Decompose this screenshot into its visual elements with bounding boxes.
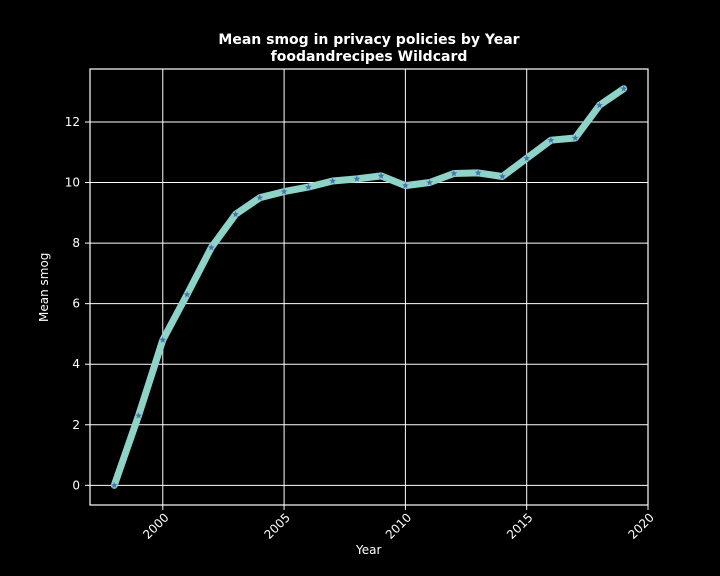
data-point [499, 172, 506, 180]
data-point [232, 210, 239, 218]
plot-frame [89, 68, 649, 506]
data-point [571, 134, 579, 141]
data-point [523, 154, 531, 162]
x-tick-label: 2020 [625, 510, 656, 541]
data-point [329, 177, 337, 184]
data-point [426, 178, 434, 186]
chart-title: Mean smog in privacy policies by Year [218, 32, 520, 48]
data-point [474, 169, 482, 176]
x-axis-label: Year [356, 543, 382, 557]
x-tick-label: 2000 [140, 510, 171, 541]
x-ticks: 2000 2005 2010 2015 2020 [140, 505, 657, 542]
y-tick-label: 2 [72, 418, 80, 432]
y-tick-label: 0 [72, 478, 80, 492]
y-tick-label: 8 [72, 236, 80, 250]
series-layer [110, 85, 628, 489]
y-tick-label: 10 [65, 176, 80, 190]
data-point [547, 136, 555, 144]
y-tick-label: 6 [72, 297, 80, 311]
y-axis-label: Mean smog [37, 252, 51, 322]
data-point [183, 290, 191, 298]
data-point [620, 85, 628, 92]
y-tick-label: 12 [65, 115, 80, 129]
y-ticks: 0 2 4 6 8 10 12 [65, 115, 90, 492]
series-line [110, 85, 628, 489]
data-point [304, 183, 312, 190]
data-point [207, 244, 215, 251]
data-point [256, 194, 264, 201]
grid-lines [90, 69, 649, 505]
chart-subtitle: foodandrecipes Wildcard [270, 49, 468, 65]
data-point [353, 175, 361, 182]
data-point [110, 481, 118, 489]
data-point [450, 169, 458, 177]
data-point [135, 412, 142, 419]
x-tick-label: 2005 [262, 510, 293, 541]
y-tick-label: 4 [72, 357, 80, 371]
data-point [401, 181, 409, 189]
data-point [596, 101, 603, 109]
data-point [280, 188, 288, 195]
data-point [159, 336, 167, 343]
x-tick-label: 2015 [504, 510, 535, 541]
data-point [377, 172, 385, 179]
x-tick-label: 2010 [383, 510, 414, 541]
